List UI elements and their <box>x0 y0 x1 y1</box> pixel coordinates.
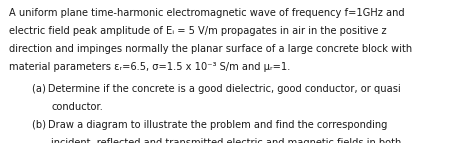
Text: material parameters εᵣ=6.5, σ=1.5 x 10⁻³ S/m and μᵣ=1.: material parameters εᵣ=6.5, σ=1.5 x 10⁻³… <box>9 62 290 72</box>
Text: (a) Determine if the concrete is a good dielectric, good conductor, or quasi: (a) Determine if the concrete is a good … <box>32 84 401 94</box>
Text: electric field peak amplitude of Eᵢ = 5 V/m propagates in air in the positive z: electric field peak amplitude of Eᵢ = 5 … <box>9 26 386 36</box>
Text: incident, reflected and transmitted electric and magnetic fields in both: incident, reflected and transmitted elec… <box>51 138 401 143</box>
Text: direction and impinges normally the planar surface of a large concrete block wit: direction and impinges normally the plan… <box>9 44 411 54</box>
Text: (b) Draw a diagram to illustrate the problem and find the corresponding: (b) Draw a diagram to illustrate the pro… <box>32 120 388 130</box>
Text: conductor.: conductor. <box>51 102 103 112</box>
Text: A uniform plane time-harmonic electromagnetic wave of frequency f=1GHz and: A uniform plane time-harmonic electromag… <box>9 8 404 18</box>
